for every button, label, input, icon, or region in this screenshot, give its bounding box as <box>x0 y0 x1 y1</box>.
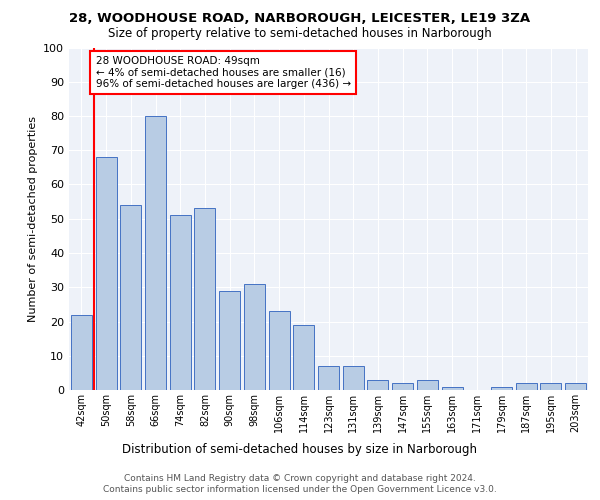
Bar <box>541 383 562 390</box>
Bar <box>516 383 537 390</box>
Bar <box>120 205 141 390</box>
Y-axis label: Number of semi-detached properties: Number of semi-detached properties <box>28 116 38 322</box>
Bar <box>343 366 364 390</box>
Bar <box>194 208 215 390</box>
Text: Contains public sector information licensed under the Open Government Licence v3: Contains public sector information licen… <box>103 485 497 494</box>
Bar <box>442 386 463 390</box>
Bar <box>145 116 166 390</box>
Bar <box>244 284 265 390</box>
Bar <box>293 325 314 390</box>
Bar <box>219 290 240 390</box>
Text: Distribution of semi-detached houses by size in Narborough: Distribution of semi-detached houses by … <box>122 442 478 456</box>
Text: Size of property relative to semi-detached houses in Narborough: Size of property relative to semi-detach… <box>108 28 492 40</box>
Bar <box>95 157 116 390</box>
Bar <box>565 383 586 390</box>
Text: 28 WOODHOUSE ROAD: 49sqm
← 4% of semi-detached houses are smaller (16)
96% of se: 28 WOODHOUSE ROAD: 49sqm ← 4% of semi-de… <box>95 56 350 90</box>
Bar <box>71 314 92 390</box>
Bar <box>491 386 512 390</box>
Bar <box>170 216 191 390</box>
Bar <box>392 383 413 390</box>
Text: 28, WOODHOUSE ROAD, NARBOROUGH, LEICESTER, LE19 3ZA: 28, WOODHOUSE ROAD, NARBOROUGH, LEICESTE… <box>70 12 530 26</box>
Bar <box>318 366 339 390</box>
Bar <box>417 380 438 390</box>
Bar <box>367 380 388 390</box>
Text: Contains HM Land Registry data © Crown copyright and database right 2024.: Contains HM Land Registry data © Crown c… <box>124 474 476 483</box>
Bar <box>269 311 290 390</box>
